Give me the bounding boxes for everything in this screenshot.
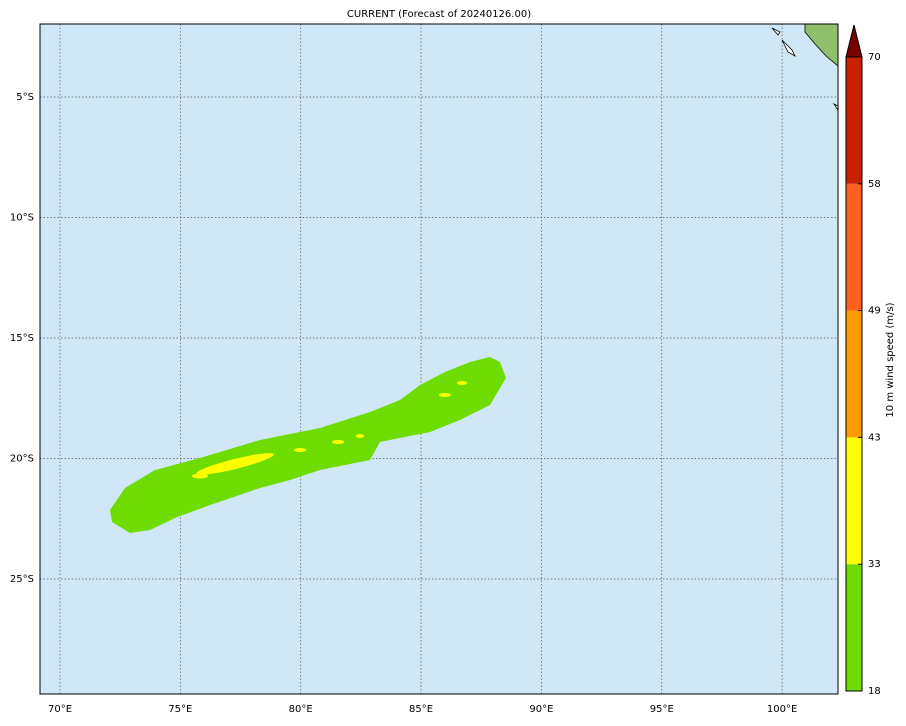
map-frame xyxy=(39,23,839,695)
colorbar-segment xyxy=(846,183,862,311)
lat-label: 25°S xyxy=(10,574,34,585)
lat-label: 10°S xyxy=(10,213,34,224)
lat-label: 20°S xyxy=(10,454,34,465)
graticule xyxy=(40,24,838,694)
lon-label: 100°E xyxy=(767,704,797,715)
lat-label: 5°S xyxy=(16,92,34,103)
lat-label: 15°S xyxy=(10,333,34,344)
lon-label: 80°E xyxy=(289,704,313,715)
colorbar-segment xyxy=(846,57,862,184)
colorbar-segment xyxy=(846,437,862,565)
colorbar-segment xyxy=(846,564,862,691)
colorbar-tick-label: 18 xyxy=(868,686,881,697)
lon-label: 90°E xyxy=(529,704,553,715)
wind-core xyxy=(192,381,467,479)
colorbar xyxy=(845,24,863,692)
wind-swath xyxy=(110,357,506,533)
lon-label: 75°E xyxy=(168,704,192,715)
ocean xyxy=(40,24,838,694)
colorbar-segment xyxy=(846,310,862,438)
colorbar-tick-label: 43 xyxy=(868,432,881,443)
islands xyxy=(771,27,839,112)
colorbar-frame xyxy=(845,56,863,692)
lon-label: 95°E xyxy=(650,704,674,715)
lon-label: 70°E xyxy=(48,704,72,715)
colorbar-extension xyxy=(845,24,863,58)
lon-label: 85°E xyxy=(409,704,433,715)
colorbar-tick-label: 58 xyxy=(868,179,881,190)
colorbar-tick-label: 33 xyxy=(868,559,881,570)
title: CURRENT (Forecast of 20240126.00) xyxy=(347,9,531,20)
colorbar-label: 10 m wind speed (m/s) xyxy=(885,302,896,417)
colorbar-tick-label: 49 xyxy=(868,306,881,317)
colorbar-tick-label: 70 xyxy=(868,52,881,63)
